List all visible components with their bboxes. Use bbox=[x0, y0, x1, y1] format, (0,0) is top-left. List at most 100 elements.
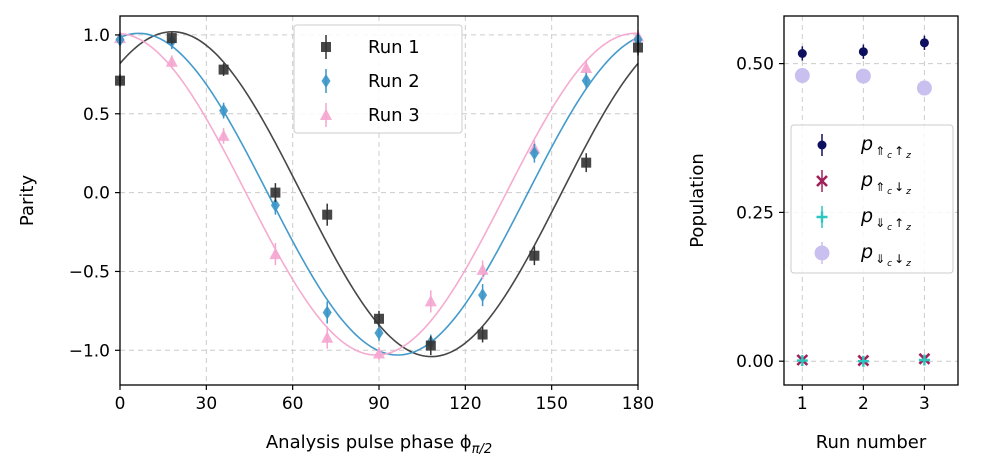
population-x-tick-label: 2 bbox=[858, 394, 869, 414]
population-legend-label-part: ↑ bbox=[894, 216, 904, 230]
point-run-3 bbox=[580, 61, 593, 74]
population-legend-label-part: ↓ bbox=[894, 180, 904, 194]
population-axis-ticks: 1 2 3 0.00 0.25 0.50 bbox=[736, 55, 930, 414]
population-point-4 bbox=[916, 80, 932, 96]
parity-legend: Run 1 Run 2 Run 3 bbox=[293, 24, 463, 134]
population-legend-label-2: p ⇑ c ↓ z bbox=[860, 169, 911, 197]
population-legend-label-3: p ⇓ c ↑ z bbox=[860, 205, 911, 233]
parity-x-tick-label: 90 bbox=[368, 394, 390, 414]
legend-marker-run-1 bbox=[321, 42, 331, 52]
point-run-1 bbox=[374, 313, 384, 324]
population-x-tick-label: 3 bbox=[919, 394, 930, 414]
population-legend: p ⇑ c ↑ zp ⇑ c ↓ zp ⇓ c ↑ zp ⇓ c ↓ z bbox=[790, 124, 954, 274]
point-run-3 bbox=[476, 263, 489, 275]
population-point-3 bbox=[857, 355, 869, 367]
population-legend-label-part: z bbox=[905, 187, 911, 197]
point-run-3 bbox=[373, 346, 385, 359]
point-run-3 bbox=[424, 294, 437, 307]
population-legend-label-part: c bbox=[887, 259, 892, 269]
parity-x-tick-label: 150 bbox=[535, 394, 567, 414]
population-x-tick-label: 1 bbox=[797, 394, 808, 414]
point-run-2 bbox=[322, 305, 332, 320]
population-point-1 bbox=[797, 48, 807, 58]
parity-x-tick-label: 60 bbox=[282, 394, 304, 414]
population-y-axis-label: Population bbox=[687, 153, 708, 248]
parity-y-tick-label: −0.5 bbox=[69, 262, 110, 282]
parity-y-tick-label: 1.0 bbox=[83, 26, 110, 46]
legend-marker-run-2 bbox=[321, 74, 331, 88]
population-legend-label-part: ⇓ bbox=[875, 252, 885, 266]
parity-x-tick-label: 120 bbox=[449, 394, 481, 414]
population-legend-label-part: c bbox=[887, 187, 892, 197]
point-run-1 bbox=[477, 329, 488, 340]
population-legend-box bbox=[790, 124, 954, 274]
population-legend-label-part: z bbox=[905, 151, 911, 161]
population-y-tick-label: 0.00 bbox=[736, 352, 774, 372]
population-point-4 bbox=[794, 68, 810, 84]
legend-label-run-1: Run 1 bbox=[368, 37, 420, 58]
parity-x-axis-label-main: Analysis pulse phase ϕ bbox=[266, 432, 472, 453]
population-point-4 bbox=[855, 68, 871, 84]
parity-legend-box bbox=[293, 24, 463, 134]
population-legend-label-part: z bbox=[905, 259, 911, 269]
parity-x-tick-label: 30 bbox=[196, 394, 218, 414]
population-legend-marker-3 bbox=[816, 211, 828, 223]
point-run-1 bbox=[166, 33, 177, 44]
point-run-2 bbox=[478, 288, 488, 303]
point-run-1 bbox=[529, 250, 540, 261]
point-run-1 bbox=[425, 340, 436, 351]
population-legend-label-part: ↓ bbox=[894, 252, 904, 266]
population-y-tick-label: 0.25 bbox=[736, 203, 774, 223]
parity-y-tick-label: 0.0 bbox=[83, 184, 110, 204]
population-legend-label-part: p bbox=[860, 205, 873, 227]
point-run-1 bbox=[322, 209, 333, 220]
parity-x-axis-label: Analysis pulse phase ϕπ/2 bbox=[266, 432, 492, 457]
population-y-tick-label: 0.50 bbox=[736, 55, 774, 75]
population-point-3 bbox=[918, 354, 930, 366]
population-legend-label-part: p bbox=[860, 241, 873, 263]
population-legend-marker-1 bbox=[817, 140, 827, 150]
population-legend-label-part: z bbox=[905, 223, 911, 233]
population-legend-marker-2 bbox=[816, 175, 828, 187]
population-legend-label-part: ↑ bbox=[894, 144, 904, 158]
population-point-3 bbox=[796, 355, 808, 367]
parity-x-tick-label: 180 bbox=[622, 394, 654, 414]
population-legend-label-part: ⇑ bbox=[875, 180, 885, 194]
point-run-2 bbox=[529, 146, 539, 161]
point-run-1 bbox=[581, 157, 592, 168]
point-run-3 bbox=[217, 129, 230, 141]
population-data-points bbox=[794, 35, 932, 367]
point-run-3 bbox=[165, 55, 178, 67]
parity-x-tick-label: 0 bbox=[115, 394, 126, 414]
point-run-2 bbox=[270, 198, 280, 213]
parity-y-tick-label: −1.0 bbox=[69, 341, 110, 361]
point-run-2 bbox=[374, 325, 384, 340]
population-legend-marker-4 bbox=[814, 245, 830, 261]
point-run-3 bbox=[321, 331, 334, 343]
legend-label-run-2: Run 2 bbox=[368, 71, 420, 92]
population-legend-label-1: p ⇑ c ↑ z bbox=[860, 133, 911, 161]
population-legend-label-part: p bbox=[860, 133, 873, 155]
point-run-3 bbox=[269, 247, 282, 260]
legend-label-run-3: Run 3 bbox=[368, 105, 420, 126]
parity-chart: 0 30 60 90 120 150 180 1.0 0.5 0.0 −0.5 −1.0 Analys… bbox=[17, 15, 654, 457]
population-legend-label-part: c bbox=[887, 223, 892, 233]
point-run-1 bbox=[218, 64, 229, 75]
population-legend-label-part: c bbox=[887, 151, 892, 161]
point-run-2 bbox=[219, 103, 229, 118]
point-run-1 bbox=[270, 187, 281, 198]
population-chart: 1 2 30.000.250.50 Run number Population p ⇑… bbox=[687, 15, 959, 453]
parity-y-tick-label: 0.5 bbox=[83, 105, 110, 125]
population-x-axis-label: Run number bbox=[816, 432, 927, 453]
population-plot-frame bbox=[783, 15, 959, 386]
point-run-2 bbox=[581, 73, 591, 88]
parity-x-axis-label-subscript: π/2 bbox=[472, 442, 492, 457]
legend-marker-run-3 bbox=[320, 108, 332, 120]
population-legend-label-part: ⇑ bbox=[875, 144, 885, 158]
parity-y-axis-label: Parity bbox=[17, 175, 38, 227]
population-legend-label-4: p ⇓ c ↓ z bbox=[860, 241, 911, 269]
population-legend-label-part: p bbox=[860, 169, 873, 191]
population-point-1 bbox=[858, 47, 868, 57]
population-point-1 bbox=[919, 38, 929, 48]
